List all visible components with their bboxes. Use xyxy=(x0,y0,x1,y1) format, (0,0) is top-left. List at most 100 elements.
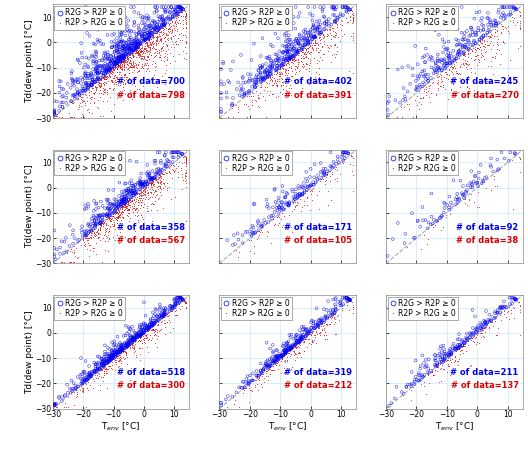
Point xyxy=(294,191,302,198)
Point xyxy=(68,98,76,105)
Point xyxy=(325,20,333,27)
Point xyxy=(310,73,319,80)
Point xyxy=(111,355,119,362)
Point xyxy=(445,351,454,358)
Point xyxy=(504,23,512,30)
Point xyxy=(119,97,127,104)
Point xyxy=(168,13,177,20)
Point xyxy=(120,207,128,214)
Point xyxy=(306,28,315,35)
Point xyxy=(132,44,140,51)
Point xyxy=(121,339,129,346)
Point xyxy=(104,78,112,85)
Point xyxy=(467,361,475,368)
Point xyxy=(176,295,185,302)
Point xyxy=(286,334,295,341)
Point xyxy=(132,48,140,55)
Point xyxy=(295,339,303,346)
Point xyxy=(125,336,133,343)
Point xyxy=(458,36,467,43)
Point xyxy=(267,239,275,247)
Point xyxy=(175,4,183,11)
Point xyxy=(296,335,304,342)
Point xyxy=(116,46,124,53)
Point xyxy=(107,204,115,211)
Point xyxy=(81,378,89,385)
Point xyxy=(229,242,237,249)
Point xyxy=(78,98,87,105)
Point xyxy=(107,352,116,360)
Point xyxy=(223,94,231,101)
Point xyxy=(120,195,128,202)
Point xyxy=(128,46,137,53)
Point xyxy=(146,40,154,47)
Point xyxy=(114,212,122,220)
Point xyxy=(87,371,95,379)
Point xyxy=(307,325,315,332)
Point xyxy=(281,30,290,37)
Point xyxy=(272,360,280,367)
Point xyxy=(138,51,147,58)
Point xyxy=(466,334,474,341)
Point xyxy=(119,203,128,211)
Point xyxy=(84,374,93,382)
Point xyxy=(128,61,136,68)
Point xyxy=(470,15,478,22)
Point xyxy=(130,196,138,203)
Point xyxy=(421,91,430,98)
Point xyxy=(467,41,475,48)
Point xyxy=(148,335,157,342)
Point xyxy=(160,180,168,188)
Point xyxy=(496,165,504,172)
Point xyxy=(99,73,108,80)
Point xyxy=(166,27,175,34)
Point xyxy=(436,214,444,221)
Point xyxy=(259,366,267,374)
Point xyxy=(137,178,145,185)
Point xyxy=(147,180,156,188)
Point xyxy=(316,29,324,36)
Point xyxy=(494,46,503,53)
Point xyxy=(254,103,263,110)
Point xyxy=(265,73,274,80)
Point xyxy=(112,208,121,216)
Point xyxy=(453,336,461,343)
Point xyxy=(448,63,456,70)
Point xyxy=(93,69,101,76)
Point xyxy=(96,382,105,389)
Point xyxy=(117,38,126,45)
Point xyxy=(155,172,163,179)
Point xyxy=(137,33,146,40)
Point xyxy=(134,40,142,47)
Point xyxy=(108,353,116,361)
Point xyxy=(53,98,61,105)
Point xyxy=(331,175,339,182)
Point xyxy=(136,174,145,181)
Point xyxy=(294,47,302,54)
Point xyxy=(119,52,128,59)
Point xyxy=(134,39,143,46)
Point xyxy=(158,314,167,321)
Point xyxy=(393,220,402,227)
Point xyxy=(248,377,257,384)
Point xyxy=(435,379,444,386)
Point xyxy=(134,334,142,341)
Point xyxy=(155,305,164,312)
Point xyxy=(145,38,153,45)
Point xyxy=(331,295,340,303)
Point xyxy=(415,88,423,95)
Point xyxy=(299,31,308,39)
Point xyxy=(173,41,182,48)
Point xyxy=(137,32,146,39)
Point xyxy=(217,106,225,113)
Point xyxy=(120,47,128,54)
Point xyxy=(217,81,225,88)
Point xyxy=(514,298,523,305)
Point xyxy=(93,366,102,373)
Point xyxy=(122,203,131,210)
Point xyxy=(99,84,108,91)
Point xyxy=(140,321,148,328)
Point xyxy=(127,62,136,69)
Point xyxy=(149,190,157,198)
Point xyxy=(422,89,431,96)
